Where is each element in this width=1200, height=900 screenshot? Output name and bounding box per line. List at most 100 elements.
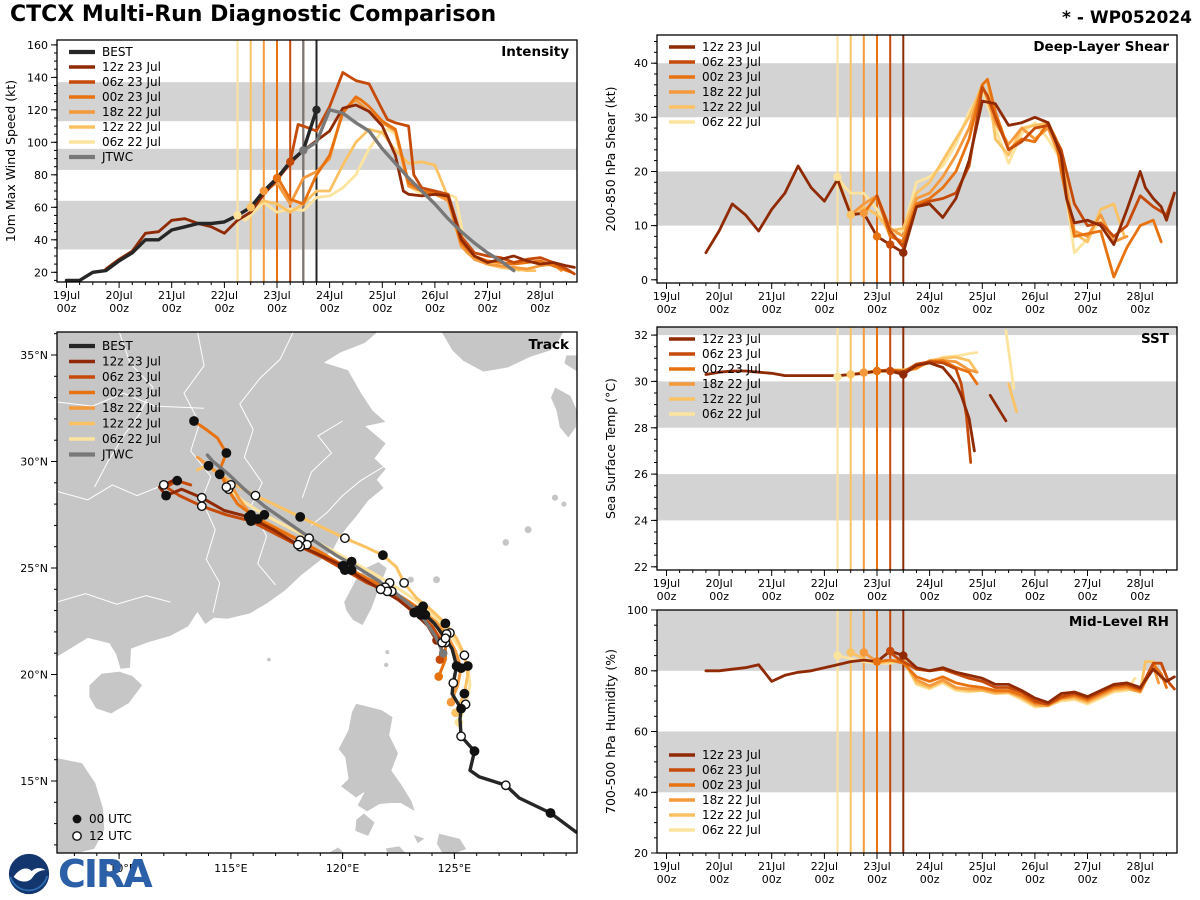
svg-text:80: 80 [34, 169, 48, 182]
svg-text:40: 40 [634, 57, 648, 70]
svg-text:06z 23 Jul: 06z 23 Jul [102, 370, 161, 384]
svg-text:40: 40 [634, 786, 648, 799]
svg-text:19Jul: 19Jul [653, 577, 680, 590]
svg-text:00z: 00z [1025, 873, 1045, 886]
svg-text:100: 100 [627, 606, 648, 617]
svg-text:Intensity: Intensity [501, 44, 569, 60]
cira-logo: CIRA [58, 852, 153, 896]
svg-text:00z: 00z [709, 873, 729, 886]
svg-text:00z: 00z [815, 303, 835, 316]
svg-text:10m Max Wind Speed (kt): 10m Max Wind Speed (kt) [3, 80, 18, 242]
svg-text:12z 22 Jul: 12z 22 Jul [702, 392, 761, 406]
svg-text:00z 23 Jul: 00z 23 Jul [102, 386, 161, 400]
svg-text:24Jul: 24Jul [916, 290, 943, 303]
deep-layer-shear-panel: 19Jul 00z 20Jul 00z 21Jul 00z 22Jul 00z 23Jul 00z… [600, 28, 1200, 328]
svg-text:Mid-Level RH: Mid-Level RH [1069, 614, 1169, 630]
svg-text:25Jul: 25Jul [369, 289, 396, 302]
svg-text:35°N: 35°N [20, 349, 48, 362]
svg-text:06z 22 Jul: 06z 22 Jul [102, 135, 161, 149]
svg-text:00z: 00z [657, 873, 677, 886]
svg-text:00z: 00z [867, 590, 887, 603]
svg-text:24Jul: 24Jul [916, 577, 943, 590]
svg-text:30: 30 [634, 375, 648, 388]
intensity-plot: 19Jul00z20Jul00z21Jul00z22Jul00z23Jul00z… [3, 39, 578, 315]
svg-text:06z 23 Jul: 06z 23 Jul [702, 347, 761, 361]
svg-text:23Jul: 23Jul [863, 577, 890, 590]
svg-text:BEST: BEST [102, 45, 133, 59]
sst-panel: 19Jul 00z 20Jul 00z 21Jul 00z 22Jul 00z 23Jul 00z… [600, 320, 1200, 608]
svg-text:200-850 hPa Shear (kt): 200-850 hPa Shear (kt) [603, 87, 618, 232]
svg-text:18z 22 Jul: 18z 22 Jul [702, 377, 761, 391]
svg-text:120°E: 120°E [326, 862, 359, 875]
svg-text:28Jul: 28Jul [1127, 290, 1154, 303]
svg-text:19Jul: 19Jul [653, 290, 680, 303]
svg-text:60: 60 [634, 726, 648, 739]
sst-chart: 19Jul00z20Jul00z21Jul00z22Jul00z23Jul00z… [603, 326, 1178, 603]
svg-text:00z: 00z [815, 873, 835, 886]
svg-text:Sea Surface Temp (°C): Sea Surface Temp (°C) [603, 378, 618, 519]
svg-text:60: 60 [34, 201, 48, 214]
svg-text:18z 22 Jul: 18z 22 Jul [102, 401, 161, 415]
svg-text:26Jul: 26Jul [421, 289, 448, 302]
svg-text:26Jul: 26Jul [1021, 290, 1048, 303]
svg-text:00z: 00z [920, 590, 940, 603]
svg-text:00z: 00z [920, 873, 940, 886]
svg-text:06z 22 Jul: 06z 22 Jul [702, 115, 761, 129]
svg-text:10: 10 [634, 220, 648, 233]
intensity-panel: 19Jul 00z 20Jul 00z 21Jul 00z 22Jul 00z 23Jul 00z… [0, 28, 600, 328]
svg-text:00z: 00z [530, 302, 550, 315]
svg-text:21Jul: 21Jul [758, 577, 785, 590]
svg-text:22Jul: 22Jul [811, 290, 838, 303]
svg-text:23Jul: 23Jul [863, 860, 890, 873]
svg-text:00z: 00z [372, 302, 392, 315]
track-map-panel: 110°E 115°E 120°E 125°E 15°N 20°N 25°N 30°N 35°N… [0, 325, 600, 900]
svg-text:22Jul: 22Jul [811, 577, 838, 590]
svg-text:28: 28 [634, 422, 648, 435]
noaa-logo-icon [8, 853, 50, 895]
svg-text:06z 22 Jul: 06z 22 Jul [702, 823, 761, 837]
svg-text:00 UTC: 00 UTC [89, 812, 132, 826]
svg-text:28Jul: 28Jul [1127, 860, 1154, 873]
svg-text:26: 26 [634, 468, 648, 481]
svg-text:06z 22 Jul: 06z 22 Jul [102, 432, 161, 446]
shear-chart: 19Jul00z20Jul00z21Jul00z22Jul00z23Jul00z… [603, 34, 1178, 316]
svg-text:00z: 00z [162, 302, 182, 315]
svg-text:28Jul: 28Jul [1127, 577, 1154, 590]
intensity-chart: 19Jul00z20Jul00z21Jul00z22Jul00z23Jul00z… [3, 39, 578, 315]
svg-text:00z: 00z [1130, 590, 1150, 603]
svg-text:140: 140 [27, 71, 48, 84]
svg-text:00z: 00z [1025, 590, 1045, 603]
svg-text:00z: 00z [762, 873, 782, 886]
svg-text:00z 23 Jul: 00z 23 Jul [702, 362, 761, 376]
svg-text:00z: 00z [762, 303, 782, 316]
rh-chart: 19Jul00z20Jul00z21Jul00z22Jul00z23Jul00z… [603, 604, 1178, 886]
svg-text:00z: 00z [267, 302, 287, 315]
svg-text:30°N: 30°N [20, 456, 48, 469]
svg-text:23Jul: 23Jul [263, 289, 290, 302]
svg-text:18z 22 Jul: 18z 22 Jul [102, 105, 161, 119]
svg-text:12z 23 Jul: 12z 23 Jul [702, 40, 761, 54]
svg-text:28Jul: 28Jul [527, 289, 554, 302]
svg-text:00z: 00z [972, 303, 992, 316]
svg-text:27Jul: 27Jul [1074, 290, 1101, 303]
svg-text:00z: 00z [657, 303, 677, 316]
svg-text:12z 23 Jul: 12z 23 Jul [702, 748, 761, 762]
svg-text:00z: 00z [657, 590, 677, 603]
svg-text:26Jul: 26Jul [1021, 577, 1048, 590]
svg-text:06z 23 Jul: 06z 23 Jul [702, 55, 761, 69]
svg-text:21Jul: 21Jul [758, 290, 785, 303]
svg-text:80: 80 [634, 665, 648, 678]
svg-text:00z: 00z [1130, 303, 1150, 316]
svg-text:18z 22 Jul: 18z 22 Jul [702, 85, 761, 99]
svg-text:BEST: BEST [102, 339, 133, 353]
svg-text:12 UTC: 12 UTC [89, 829, 132, 843]
svg-text:00z: 00z [709, 303, 729, 316]
svg-text:20: 20 [634, 847, 648, 860]
svg-text:30: 30 [634, 111, 648, 124]
svg-text:21Jul: 21Jul [758, 860, 785, 873]
svg-text:Track: Track [529, 337, 570, 353]
svg-text:25Jul: 25Jul [969, 860, 996, 873]
svg-text:00z: 00z [1130, 873, 1150, 886]
svg-text:20Jul: 20Jul [105, 289, 132, 302]
